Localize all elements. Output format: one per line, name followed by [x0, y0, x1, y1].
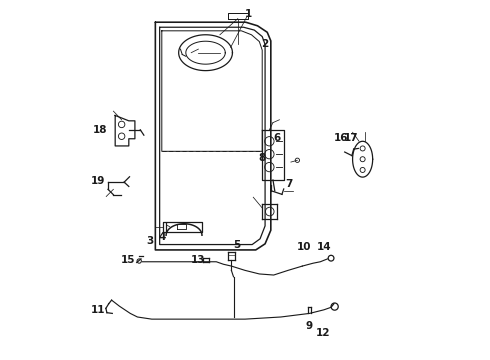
- Text: 15: 15: [121, 255, 136, 265]
- Text: 13: 13: [191, 255, 206, 265]
- Text: 8: 8: [259, 153, 266, 163]
- Text: 7: 7: [285, 179, 293, 189]
- Text: 10: 10: [297, 242, 312, 252]
- Text: 18: 18: [93, 125, 107, 135]
- Text: 12: 12: [316, 328, 330, 338]
- Text: 14: 14: [317, 242, 331, 252]
- Text: 3: 3: [147, 236, 153, 246]
- Text: 5: 5: [234, 239, 241, 249]
- Text: 9: 9: [306, 321, 313, 331]
- Text: 1: 1: [245, 9, 252, 19]
- Text: 16: 16: [334, 133, 348, 143]
- Text: 17: 17: [344, 133, 359, 143]
- Text: 4: 4: [158, 232, 166, 242]
- Text: 6: 6: [273, 133, 281, 143]
- Text: 11: 11: [91, 305, 105, 315]
- Text: 2: 2: [261, 39, 269, 49]
- Text: 19: 19: [91, 176, 105, 186]
